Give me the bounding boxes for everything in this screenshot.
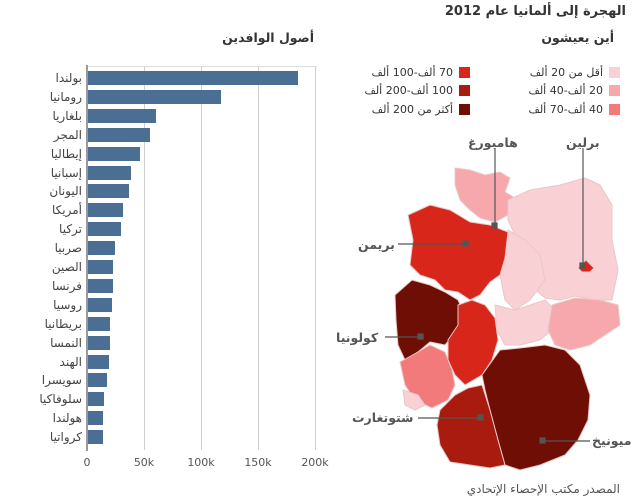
- region-saxony: [547, 297, 621, 351]
- bar: [88, 260, 114, 274]
- bar: [88, 297, 112, 312]
- x-tick: 100k: [187, 456, 215, 469]
- region-berlin: [577, 259, 595, 273]
- bar: [88, 316, 110, 331]
- category-label: رومانيا: [49, 89, 82, 104]
- bar: [88, 222, 122, 237]
- category-label: فرنسا: [51, 278, 82, 293]
- category-label: سويسرا: [41, 373, 82, 388]
- legend-swatch: [459, 85, 470, 96]
- legend-item: 100 ألف-200 ألف: [364, 84, 470, 97]
- bar: [88, 278, 114, 293]
- bar: [88, 392, 104, 407]
- region-lower-saxony: [407, 204, 509, 301]
- bar: [88, 127, 150, 142]
- plot-border: [87, 66, 317, 67]
- bar: [88, 89, 222, 104]
- region-baden-wuerttemberg: [436, 384, 506, 469]
- y-axis: [86, 65, 88, 451]
- bar: [88, 165, 132, 180]
- category-label: بولندا: [55, 71, 82, 85]
- gridline: [144, 67, 145, 450]
- region-schleswig-holstein: [454, 167, 516, 223]
- category-label: اليونان: [49, 184, 82, 199]
- region-saarland: [402, 389, 426, 411]
- category-label: إسبانيا: [50, 165, 82, 180]
- category-label: النمسا: [50, 335, 82, 350]
- legend-swatch: [609, 85, 620, 96]
- legend-item: 40 ألف-70 ألف: [528, 103, 620, 116]
- bar: [88, 354, 109, 369]
- map-title: أين يعيشون: [541, 30, 614, 45]
- source-note: المصدر مكتب الإحصاء الإتحادي: [466, 482, 620, 496]
- city-label-berlin: برلين: [566, 135, 600, 150]
- category-label: صربيا: [54, 241, 82, 256]
- bar: [88, 335, 110, 350]
- city-label-stuttgart: شتوتغارت: [352, 410, 414, 425]
- bar: [88, 373, 108, 388]
- legend-item: أكثر من 200 ألف: [372, 103, 470, 116]
- legend-label: 70 ألف-100 ألف: [371, 66, 453, 79]
- bar: [88, 430, 103, 445]
- bar: [88, 146, 141, 161]
- legend-swatch: [459, 104, 470, 115]
- legend-label: أكثر من 200 ألف: [371, 103, 453, 116]
- category-label: أمريكا: [51, 203, 82, 218]
- gridline: [258, 67, 259, 450]
- category-label: تركيا: [59, 222, 82, 237]
- city-label-munich: ميونيخ: [592, 433, 632, 448]
- x-tick: 150k: [244, 456, 272, 469]
- category-label: الهند: [59, 354, 82, 369]
- legend-label: 40 ألف-70 ألف: [528, 103, 603, 116]
- legend-label: 20 ألف-40 ألف: [528, 84, 603, 97]
- city-label-hamburg: هامبورغ: [468, 135, 518, 150]
- category-label: إيطاليا: [50, 146, 82, 161]
- x-tick: 200k: [301, 456, 329, 469]
- x-tick: 50k: [133, 456, 155, 469]
- bar: [88, 411, 103, 426]
- germany-map: [385, 148, 621, 471]
- category-label: المجر: [53, 127, 82, 142]
- bar: [88, 108, 157, 123]
- category-label: بلغاريا: [52, 108, 82, 123]
- legend-item: أقل من 20 ألف: [530, 66, 620, 79]
- bar-chart-title: أصول الوافدين: [222, 30, 314, 45]
- legend-swatch: [609, 67, 620, 78]
- category-label: الصين: [51, 260, 82, 274]
- legend-label: أقل من 20 ألف: [529, 66, 603, 79]
- bar: [88, 203, 124, 218]
- bar: [88, 71, 298, 85]
- gridline: [315, 67, 316, 450]
- city-label-cologne: كولونيا: [336, 330, 379, 345]
- legend-item: 70 ألف-100 ألف: [371, 66, 470, 79]
- category-label: سلوفاكيا: [39, 392, 82, 407]
- page-title: الهجرة إلى ألمانيا عام 2012: [444, 4, 626, 19]
- bar: [88, 184, 130, 199]
- legend-swatch: [459, 67, 470, 78]
- gridline: [201, 67, 202, 450]
- legend-label: 100 ألف-200 ألف: [364, 84, 453, 97]
- category-label: هولندا: [52, 411, 82, 426]
- bar: [88, 241, 116, 256]
- category-label: كرواتيا: [49, 430, 82, 445]
- category-label: بريطانيا: [44, 316, 82, 331]
- legend-swatch: [609, 104, 620, 115]
- category-label: روسيا: [53, 297, 82, 312]
- legend-item: 20 ألف-40 ألف: [528, 84, 620, 97]
- x-tick: 0: [83, 456, 91, 469]
- city-label-bremen: بريمن: [358, 237, 395, 252]
- region-thuringia: [494, 299, 556, 346]
